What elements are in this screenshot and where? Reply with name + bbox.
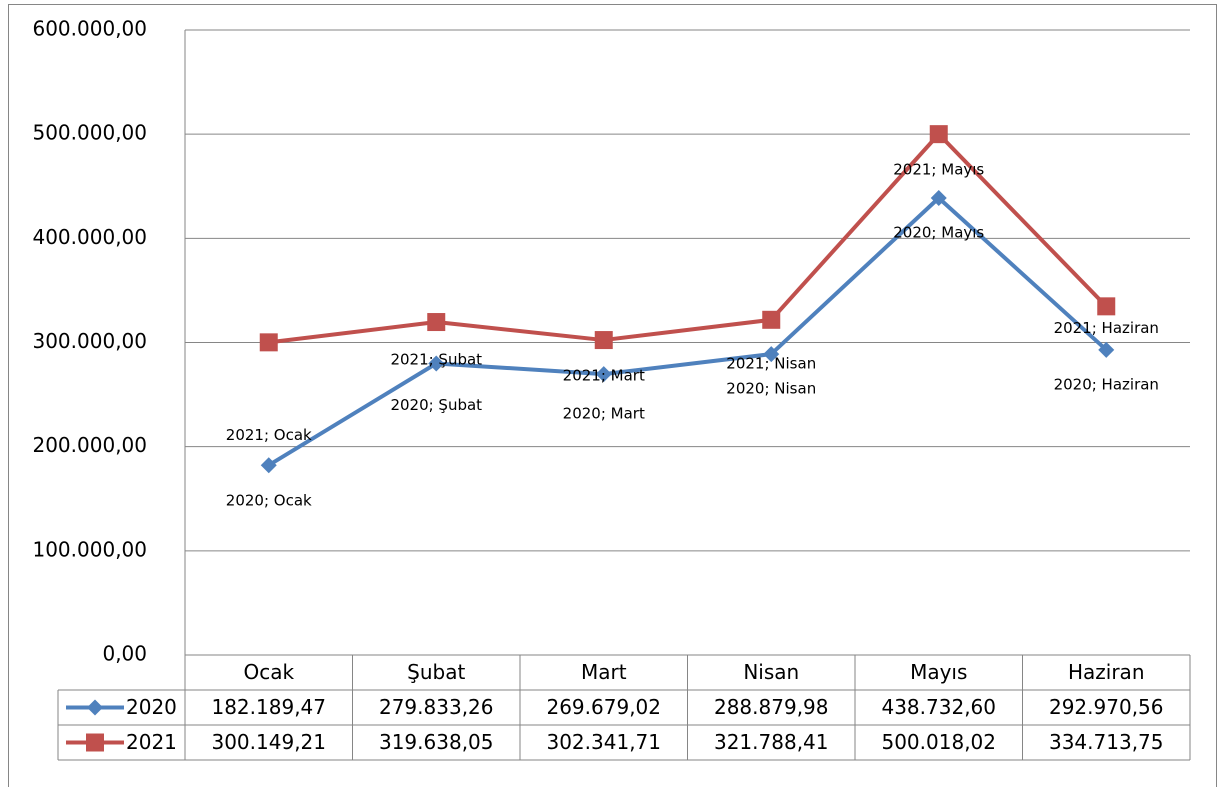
y-tick-label: 300.000,00 — [32, 329, 147, 353]
table-value: 269.679,02 — [546, 695, 661, 719]
data-point — [595, 366, 612, 383]
legend-marker — [87, 699, 103, 716]
y-tick-label: 0,00 — [102, 642, 147, 666]
point-label: 2021; Mart — [563, 367, 645, 385]
point-label: 2021; Ocak — [226, 426, 312, 444]
series-line — [268, 132, 1108, 345]
series-line — [267, 195, 1108, 467]
point-label: 2020; Mart — [563, 405, 645, 423]
table-value: 319.638,05 — [379, 730, 494, 754]
data-point — [260, 457, 277, 474]
table-value: 182.189,47 — [211, 695, 326, 719]
data-point — [1097, 297, 1116, 316]
point-label: 2020; Mayıs — [893, 223, 984, 241]
point-label: 2021; Mayıs — [893, 161, 984, 179]
legend-label: 2021 — [126, 730, 177, 754]
x-tick-label: Mart — [581, 660, 627, 684]
point-label: 2021; Nisan — [726, 354, 816, 372]
chart-border — [8, 4, 1217, 787]
x-tick-label: Mayıs — [910, 660, 967, 684]
table-value: 288.879,98 — [714, 695, 829, 719]
point-label: 2021; Şubat — [390, 351, 482, 369]
table-value: 334.713,75 — [1049, 730, 1164, 754]
data-point — [1098, 341, 1115, 358]
x-tick-label: Şubat — [407, 660, 465, 684]
data-point — [259, 333, 278, 352]
table-value: 302.341,71 — [546, 730, 661, 754]
point-label: 2020; Haziran — [1054, 375, 1159, 393]
y-tick-label: 200.000,00 — [32, 433, 147, 457]
data-point — [762, 310, 781, 329]
data-point — [763, 346, 780, 363]
x-tick-label: Haziran — [1068, 660, 1145, 684]
y-tick-label: 500.000,00 — [32, 121, 147, 145]
legend-marker — [86, 733, 104, 752]
table-value: 500.018,02 — [881, 730, 996, 754]
point-label: 2020; Nisan — [726, 380, 816, 398]
x-tick-label: Ocak — [243, 660, 294, 684]
y-tick-label: 100.000,00 — [32, 537, 147, 561]
table-value: 438.732,60 — [881, 695, 996, 719]
data-point — [930, 189, 947, 206]
y-tick-label: 400.000,00 — [32, 225, 147, 249]
table-value: 321.788,41 — [714, 730, 829, 754]
x-tick-label: Nisan — [743, 660, 799, 684]
table-value: 292.970,56 — [1049, 695, 1164, 719]
legend-label: 2020 — [126, 695, 177, 719]
table-value: 279.833,26 — [379, 695, 494, 719]
point-label: 2020; Şubat — [390, 396, 482, 414]
point-label: 2021; Haziran — [1054, 319, 1159, 337]
data-point — [428, 355, 445, 372]
table-value: 300.149,21 — [211, 730, 326, 754]
data-point — [427, 313, 446, 332]
data-point — [929, 125, 948, 144]
y-tick-label: 600.000,00 — [32, 17, 147, 41]
data-point — [594, 331, 613, 350]
point-label: 2020; Ocak — [226, 492, 312, 510]
